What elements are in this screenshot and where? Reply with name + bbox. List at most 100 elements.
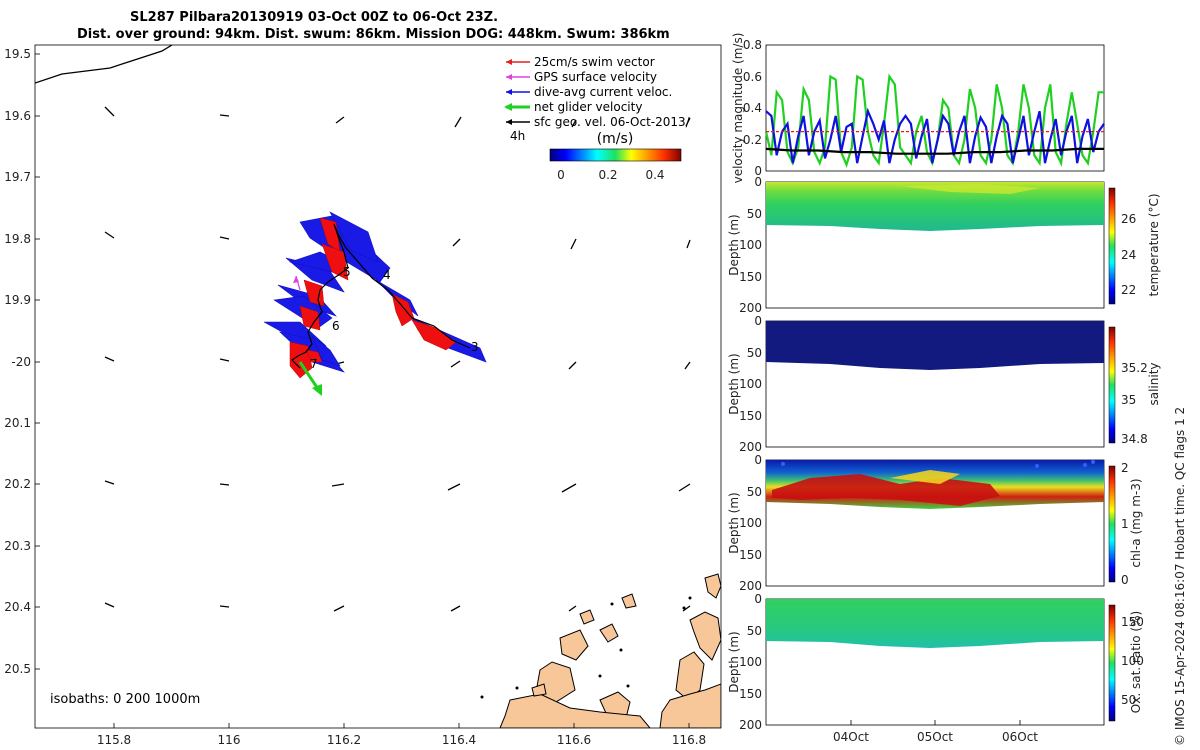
temperature-cbar-label: temperature (°C) xyxy=(1147,194,1161,297)
depth-tick: 150 xyxy=(739,687,762,701)
depth-tick: 0 xyxy=(754,314,762,328)
map-legend: 25cm/s swim vector GPS surface velocity … xyxy=(504,55,691,143)
chla-cbar-tick: 0 xyxy=(1121,573,1129,587)
lon-tick: 116 xyxy=(218,733,241,747)
oxygen-section xyxy=(766,599,1104,648)
day-label-5: 5 xyxy=(343,265,351,279)
depth-tick: 150 xyxy=(739,409,762,423)
velocity-series xyxy=(764,73,1105,168)
day-label-7: 7 xyxy=(310,357,318,371)
sfc-geo-velocity-arrows xyxy=(104,106,691,612)
vel-ytick: 0.8 xyxy=(743,38,762,52)
colorbar-tick: 0.2 xyxy=(598,168,617,182)
lon-tick: 116.6 xyxy=(557,733,591,747)
lat-tick: 19.8 xyxy=(4,232,31,246)
legend-extra-4h: 4h xyxy=(510,129,525,143)
depth-tick: 100 xyxy=(739,655,762,669)
temperature-colorbar xyxy=(1108,187,1116,305)
velocity-panel: 0 0.2 0.4 0.6 0.8 velocity magnitude (m/… xyxy=(731,33,1105,184)
colorbar-tick: 0 xyxy=(557,168,565,182)
date-tick: 06Oct xyxy=(1002,730,1038,744)
depth-tick: 0 xyxy=(754,453,762,467)
day-label-3: 3 xyxy=(471,340,479,354)
vel-ytick: 0.6 xyxy=(743,70,762,84)
depth-tick: 200 xyxy=(739,718,762,732)
lat-tick: 20.4 xyxy=(4,600,31,614)
lat-tick: 19.6 xyxy=(4,109,31,123)
lat-tick: 19.5 xyxy=(4,47,31,61)
lon-tick: 115.8 xyxy=(97,733,131,747)
legend-label-swim: 25cm/s swim vector xyxy=(534,55,655,69)
coastline xyxy=(35,45,173,84)
lat-tick: 19.9 xyxy=(4,293,31,307)
depth-tick: 200 xyxy=(739,440,762,454)
depth-tick: 50 xyxy=(747,485,762,499)
chla-cbar-label: chl-a (mg m-3) xyxy=(1129,478,1143,567)
depth-tick: 50 xyxy=(747,624,762,638)
velocity-ylabel: velocity magnitude (m/s) xyxy=(731,33,745,184)
depth-tick: 0 xyxy=(754,175,762,189)
ox-cbar-tick: 50 xyxy=(1121,693,1136,707)
sal-cbar-tick: 35 xyxy=(1121,393,1136,407)
lon-tick: 116.8 xyxy=(672,733,706,747)
legend-label-sfc: sfc geo. vel. 06-Oct-2013/ xyxy=(534,115,691,129)
land-islands xyxy=(499,573,721,728)
copyright-note: © IMOS 15-Apr-2024 08:16:07 Hobart time.… xyxy=(1173,407,1187,746)
depth-label: Depth (m) xyxy=(727,214,741,275)
temperature-section xyxy=(766,182,1104,231)
title-line-2: Dist. over ground: 94km. Dist. swum: 86k… xyxy=(77,27,670,42)
depth-tick: 150 xyxy=(739,270,762,284)
vel-ytick: 0.2 xyxy=(743,133,762,147)
oxygen-colorbar xyxy=(1108,604,1116,722)
chla-cbar-tick: 2 xyxy=(1121,461,1129,475)
sal-cbar-tick: 35.2 xyxy=(1121,361,1148,375)
map-lat-ticks xyxy=(35,53,40,670)
vel-ytick: 0.4 xyxy=(743,101,762,115)
salinity-colorbar xyxy=(1108,326,1116,444)
shore-rocks xyxy=(480,596,692,699)
depth-tick: 200 xyxy=(739,301,762,315)
depth-label: Depth (m) xyxy=(727,492,741,553)
chla-colorbar xyxy=(1108,465,1116,583)
colorbar-tick: 0.4 xyxy=(645,168,664,182)
oxygen-cbar-label: Ox. sat. ratio (%) xyxy=(1129,611,1143,713)
lat-tick: 20.3 xyxy=(4,539,31,553)
lat-tick: 20.2 xyxy=(4,477,31,491)
map-lon-ticks xyxy=(113,723,690,728)
depth-label: Depth (m) xyxy=(727,631,741,692)
lat-tick: 20.5 xyxy=(4,662,31,676)
temp-cbar-tick: 26 xyxy=(1121,212,1136,226)
glider-track: 3 4 5 6 7 xyxy=(263,211,487,396)
temp-cbar-tick: 22 xyxy=(1121,283,1136,297)
depth-tick: 100 xyxy=(739,238,762,252)
temp-cbar-tick: 24 xyxy=(1121,248,1136,262)
isobaths-label: isobaths: 0 200 1000m xyxy=(50,692,200,707)
map-panel: 3 4 5 6 7 19.5 19.6 19.7 19.8 19.9 -20 2… xyxy=(4,44,722,747)
speed-colorbar: (m/s) 0 0.2 0.4 xyxy=(549,131,682,182)
date-tick: 04Oct xyxy=(833,730,869,744)
salinity-cbar-label: salinity xyxy=(1147,362,1161,405)
depth-tick: 50 xyxy=(747,207,762,221)
day-label-4: 4 xyxy=(383,268,391,282)
date-tick: 05Oct xyxy=(917,730,953,744)
depth-tick: 0 xyxy=(754,592,762,606)
velocity-line-sfc-geostrophic xyxy=(765,147,1104,155)
colorbar-unit-label: (m/s) xyxy=(597,131,634,147)
title-line-1: SL287 Pilbara20130919 03-Oct 00Z to 06-O… xyxy=(130,10,498,25)
depth-tick: 150 xyxy=(739,548,762,562)
ox-cbar-tick: 100 xyxy=(1121,654,1144,668)
sal-cbar-tick: 34.8 xyxy=(1121,432,1148,446)
depth-tick: 200 xyxy=(739,579,762,593)
lon-tick: 116.2 xyxy=(327,733,361,747)
lat-tick: 20.1 xyxy=(4,416,31,430)
depth-tick: 100 xyxy=(739,516,762,530)
lat-tick: -20 xyxy=(11,355,31,369)
lon-tick: 116.4 xyxy=(442,733,476,747)
day-label-6: 6 xyxy=(332,319,340,333)
vel-ytick: 0 xyxy=(754,164,762,178)
legend-label-net: net glider velocity xyxy=(534,100,642,114)
temperature-panel: 0 50 100 150 200 Depth (m) 22 24 26 temp… xyxy=(727,175,1161,315)
salinity-panel: 0 50 100 150 200 Depth (m) 34.8 35 35.2 … xyxy=(727,314,1161,454)
chla-cbar-tick: 1 xyxy=(1121,517,1129,531)
